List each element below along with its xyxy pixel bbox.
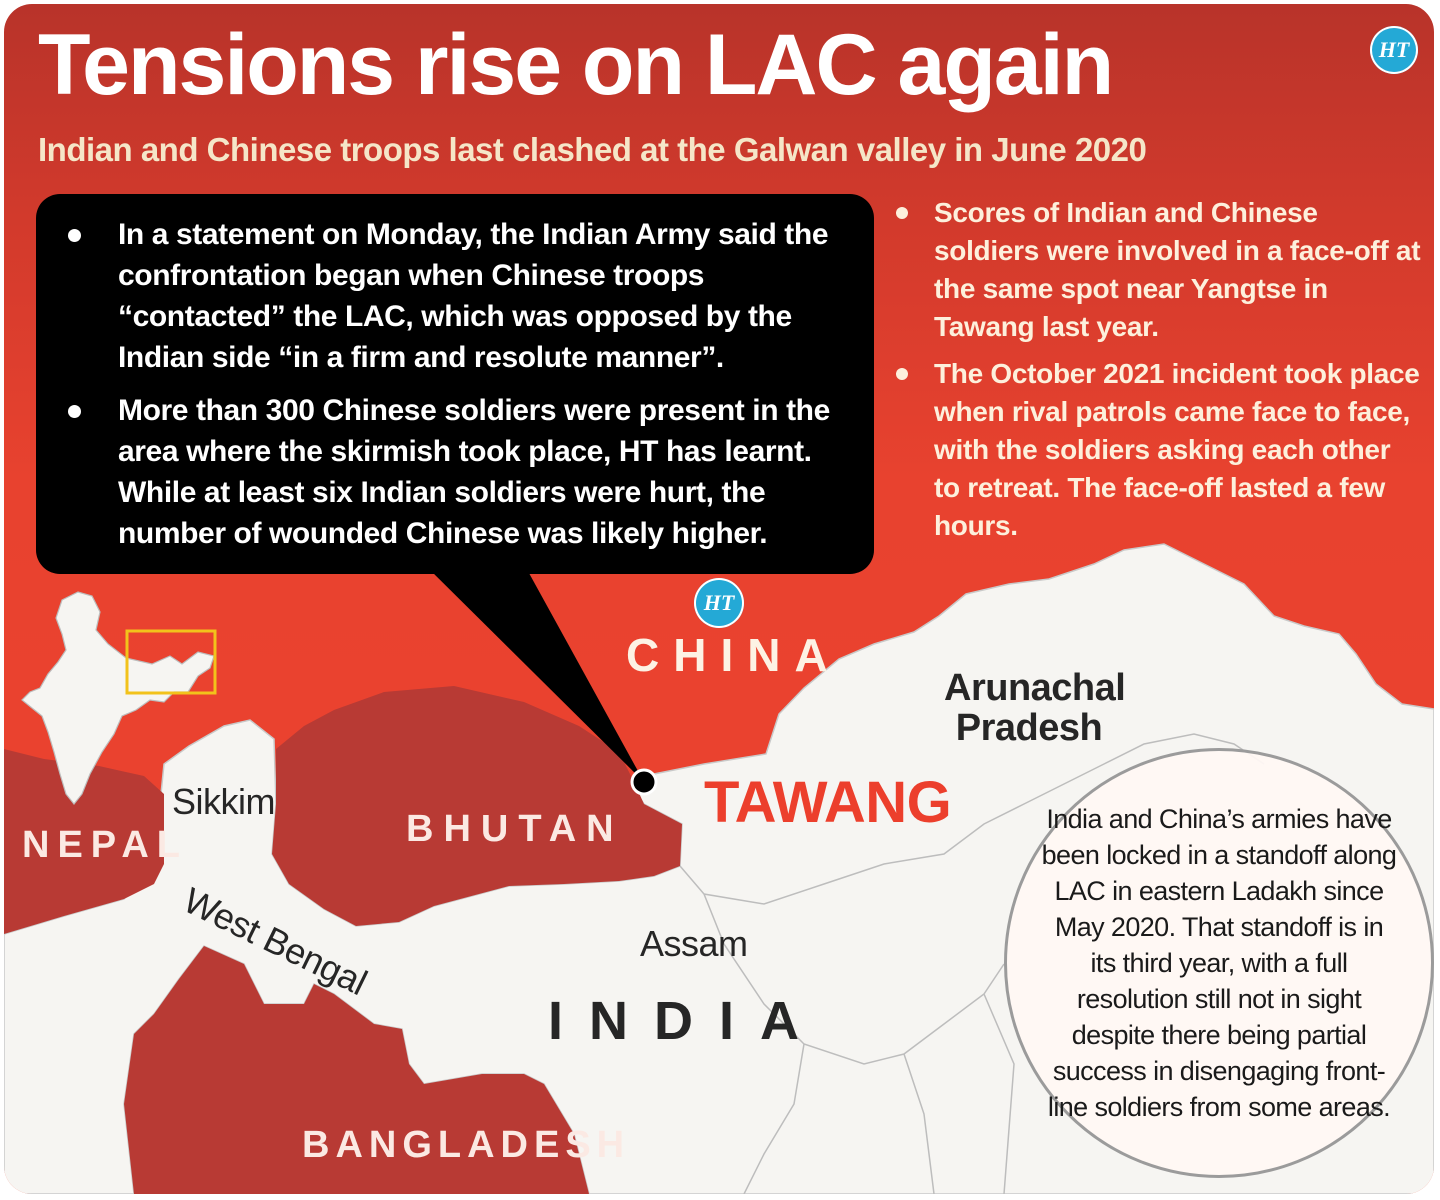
bhutan-land xyxy=(272,686,682,926)
nepal-land xyxy=(4,749,164,934)
headline-subtitle: Indian and Chinese troops last clashed a… xyxy=(38,131,1147,168)
side-note-bullet: The October 2021 incident took place whe… xyxy=(892,355,1422,545)
callout-pointer xyxy=(424,564,644,782)
tawang-marker xyxy=(630,768,658,796)
label-bhutan: BHUTAN xyxy=(406,808,624,850)
inset-highlight-box xyxy=(125,629,217,695)
label-sikkim: Sikkim xyxy=(172,781,276,822)
infographic: Tensions rise on LAC again Indian and Ch… xyxy=(4,4,1434,1194)
ht-watermark-icon: HT xyxy=(694,578,744,628)
side-notes: Scores of Indian and Chinese soldiers we… xyxy=(892,194,1422,554)
callout-box: In a statement on Monday, the Indian Arm… xyxy=(36,194,874,574)
callout-bullet: In a statement on Monday, the Indian Arm… xyxy=(62,214,850,378)
callout-bullet: More than 300 Chinese soldiers were pres… xyxy=(62,390,850,554)
info-circle-text: India and China’s armies have been locke… xyxy=(1041,804,1397,1122)
state-borders xyxy=(679,733,1265,1194)
label-arunachal-pradesh: Arunachal Pradesh xyxy=(944,667,1126,749)
callout-bullets: In a statement on Monday, the Indian Arm… xyxy=(62,214,850,554)
side-note-bullet: Scores of Indian and Chinese soldiers we… xyxy=(892,194,1422,346)
label-india: INDIA xyxy=(548,991,825,1051)
ht-logo-icon: HT xyxy=(1370,26,1418,74)
bangladesh-land xyxy=(124,946,589,1194)
label-bangladesh: BANGLADESH xyxy=(302,1124,631,1166)
label-nepal: NEPAL xyxy=(22,824,188,866)
label-tawang: TAWANG xyxy=(704,770,952,835)
label-china: CHINA xyxy=(626,629,842,681)
label-assam: Assam xyxy=(640,923,748,964)
india-inset-map xyxy=(21,591,215,805)
headline-title: Tensions rise on LAC again xyxy=(38,17,1114,113)
info-circle: India and China’s armies have been locke… xyxy=(1004,748,1434,1178)
